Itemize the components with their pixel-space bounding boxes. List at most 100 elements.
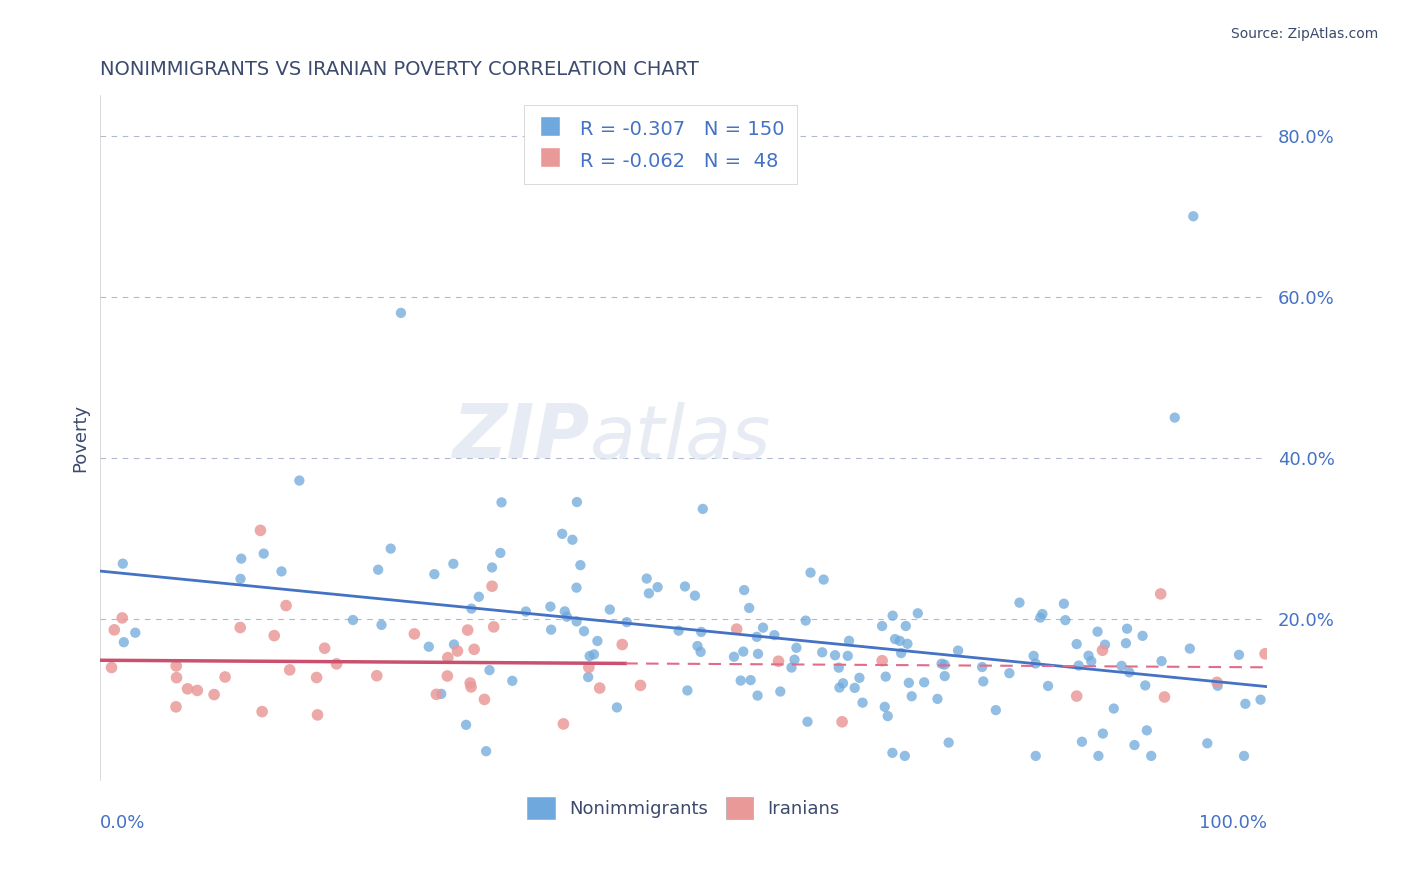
- Point: [889, 634, 911, 648]
- Point: [938, 736, 960, 750]
- Point: [274, 599, 297, 613]
- Point: [1150, 654, 1173, 668]
- Point: [446, 644, 468, 658]
- Point: [460, 680, 482, 694]
- Point: [838, 633, 860, 648]
- Point: [796, 714, 818, 729]
- Point: [896, 637, 918, 651]
- Point: [111, 557, 134, 571]
- Point: [430, 687, 453, 701]
- Point: [463, 642, 485, 657]
- Point: [1053, 597, 1076, 611]
- Point: [692, 502, 714, 516]
- Point: [1178, 641, 1201, 656]
- Point: [907, 607, 929, 621]
- Point: [844, 681, 866, 695]
- Point: [870, 654, 893, 668]
- Legend: Nonimmigrants, Iranians: Nonimmigrants, Iranians: [520, 789, 846, 826]
- Point: [1254, 647, 1277, 661]
- Point: [186, 683, 208, 698]
- Point: [851, 696, 873, 710]
- Point: [380, 541, 402, 556]
- Point: [1206, 675, 1229, 690]
- Point: [176, 681, 198, 696]
- Point: [229, 572, 252, 586]
- Point: [1054, 613, 1077, 627]
- Point: [1233, 748, 1256, 763]
- Point: [457, 623, 479, 637]
- Point: [1031, 607, 1053, 621]
- Point: [733, 583, 755, 598]
- Point: [551, 526, 574, 541]
- Text: Source: ZipAtlas.com: Source: ZipAtlas.com: [1230, 27, 1378, 41]
- Point: [540, 623, 562, 637]
- Point: [740, 673, 762, 687]
- Point: [763, 628, 786, 642]
- Point: [1135, 678, 1157, 692]
- Point: [813, 573, 835, 587]
- Point: [676, 683, 699, 698]
- Point: [565, 581, 588, 595]
- Point: [231, 551, 253, 566]
- Point: [870, 619, 893, 633]
- Point: [752, 621, 775, 635]
- Point: [366, 669, 388, 683]
- Point: [884, 632, 907, 646]
- Point: [927, 691, 949, 706]
- Point: [1029, 610, 1052, 624]
- Point: [689, 645, 711, 659]
- Point: [882, 746, 904, 760]
- Point: [307, 707, 329, 722]
- Point: [831, 714, 853, 729]
- Point: [468, 590, 491, 604]
- Point: [1067, 658, 1090, 673]
- Point: [647, 580, 669, 594]
- Point: [1025, 748, 1047, 763]
- Point: [799, 566, 821, 580]
- Point: [325, 657, 347, 671]
- Point: [443, 638, 465, 652]
- Point: [1118, 665, 1140, 680]
- Point: [582, 648, 605, 662]
- Point: [555, 609, 578, 624]
- Point: [882, 608, 904, 623]
- Point: [931, 657, 953, 671]
- Point: [828, 660, 851, 674]
- Point: [1153, 690, 1175, 704]
- Point: [638, 586, 661, 600]
- Point: [1132, 629, 1154, 643]
- Point: [894, 748, 917, 763]
- Point: [972, 674, 994, 689]
- Point: [998, 666, 1021, 681]
- Point: [747, 647, 769, 661]
- Point: [389, 306, 412, 320]
- Point: [1066, 689, 1088, 703]
- Point: [747, 689, 769, 703]
- Point: [586, 634, 609, 648]
- Point: [565, 615, 588, 629]
- Point: [370, 618, 392, 632]
- Y-axis label: Poverty: Poverty: [72, 404, 89, 472]
- Point: [112, 635, 135, 649]
- Point: [565, 495, 588, 509]
- Point: [1111, 658, 1133, 673]
- Point: [288, 474, 311, 488]
- Point: [1087, 624, 1109, 639]
- Point: [794, 614, 817, 628]
- Point: [745, 630, 768, 644]
- Point: [1140, 748, 1163, 763]
- Point: [1025, 657, 1047, 671]
- Point: [686, 639, 709, 653]
- Point: [165, 659, 187, 673]
- Point: [972, 660, 994, 674]
- Point: [1123, 738, 1146, 752]
- Point: [100, 660, 122, 674]
- Point: [873, 699, 896, 714]
- Point: [630, 678, 652, 692]
- Point: [1077, 648, 1099, 663]
- Point: [103, 623, 125, 637]
- Point: [481, 579, 503, 593]
- Point: [1197, 736, 1219, 750]
- Point: [1071, 735, 1094, 749]
- Point: [848, 671, 870, 685]
